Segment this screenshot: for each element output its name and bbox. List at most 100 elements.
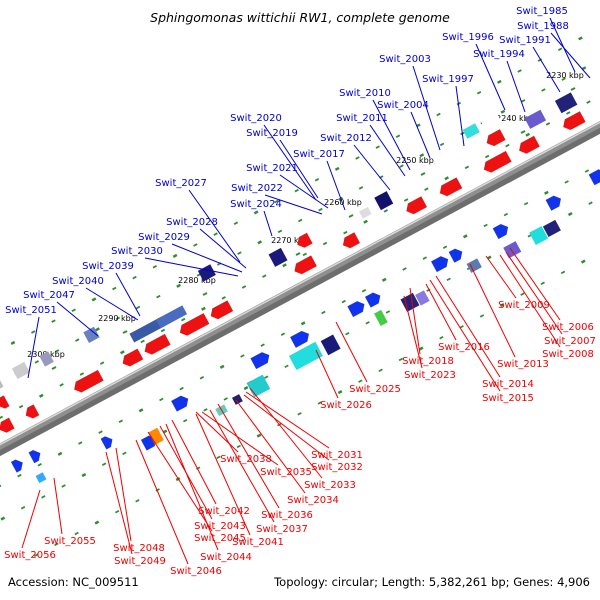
forward-gene-box bbox=[231, 394, 243, 405]
reverse-leader-line bbox=[505, 251, 563, 335]
tick-mark bbox=[402, 267, 407, 271]
genome-info-text: Topology: circular; Length: 5,382,261 bp… bbox=[273, 575, 590, 589]
forward-gene-label: Swit_2020 bbox=[230, 113, 282, 124]
tick-mark bbox=[564, 180, 569, 184]
tick-mark bbox=[0, 516, 6, 521]
forward-gene-box bbox=[503, 241, 522, 259]
reverse-leader-line bbox=[409, 287, 421, 355]
reverse-leader-line bbox=[195, 411, 239, 453]
reverse-gene-arrow bbox=[518, 135, 541, 154]
tick-mark bbox=[294, 188, 299, 193]
reverse-gene-box bbox=[197, 264, 216, 282]
forward-gene-box bbox=[529, 226, 549, 246]
forward-leader-line bbox=[326, 160, 346, 211]
reverse-gene-label: Swit_2023 bbox=[404, 370, 456, 381]
forward-leader-line bbox=[27, 316, 40, 379]
tick-mark bbox=[520, 130, 526, 134]
reverse-gene-label: Swit_2025 bbox=[349, 384, 401, 395]
tick-mark bbox=[10, 340, 16, 345]
tick-mark bbox=[260, 343, 265, 347]
tick-marks bbox=[0, 36, 593, 557]
tick-mark bbox=[179, 386, 184, 391]
tick-mark bbox=[152, 265, 158, 269]
forward-leader-line bbox=[532, 46, 561, 93]
tick-mark bbox=[520, 292, 525, 296]
reverse-gene-label: Swit_2043 bbox=[194, 521, 246, 532]
tick-mark bbox=[560, 270, 566, 275]
kbp-label: 2250 kbp bbox=[396, 156, 434, 165]
forward-leader-line bbox=[369, 124, 406, 177]
reverse-gene-arrow bbox=[439, 177, 463, 197]
forward-leader-line bbox=[264, 194, 323, 215]
forward-gene-label: Swit_1988 bbox=[517, 21, 569, 32]
tick-mark bbox=[172, 253, 178, 258]
forward-gene-arrow bbox=[347, 300, 365, 318]
reverse-gene-label: Swit_2031 bbox=[311, 450, 363, 461]
forward-gene-label: Swit_1994 bbox=[473, 49, 525, 60]
tick-mark bbox=[444, 176, 449, 181]
kbp-scale-labels: 2230 kbp 2240 kbp 2250 kbp 2260 kbp 2270 kbp… bbox=[27, 71, 584, 359]
reverse-gene-box bbox=[462, 123, 480, 139]
reverse-leader-line bbox=[509, 247, 561, 321]
forward-gene-label: Swit_2028 bbox=[166, 217, 218, 228]
tick-mark bbox=[363, 219, 368, 224]
tick-mark bbox=[135, 499, 140, 503]
reverse-leader-line bbox=[315, 349, 339, 399]
tick-mark bbox=[334, 166, 340, 171]
tick-mark bbox=[51, 366, 57, 370]
reverse-leader-line bbox=[469, 263, 516, 358]
forward-gene-label: Swit_2030 bbox=[111, 246, 163, 257]
tick-mark bbox=[298, 218, 303, 223]
reverse-gene-label: Swit_2016 bbox=[438, 342, 490, 353]
reverse-gene-label: Swit_2032 bbox=[311, 462, 363, 473]
tick-mark bbox=[378, 368, 383, 373]
tick-mark bbox=[355, 156, 360, 160]
forward-leader-line bbox=[263, 210, 273, 237]
forward-gene-arrow bbox=[448, 248, 463, 263]
tick-mark bbox=[297, 412, 302, 416]
tick-mark bbox=[241, 285, 247, 289]
reverse-leader-line bbox=[499, 254, 561, 348]
tick-mark bbox=[586, 100, 591, 104]
reverse-gene-box bbox=[155, 305, 188, 329]
tick-mark bbox=[216, 455, 221, 460]
tick-mark bbox=[567, 212, 573, 217]
reverse-gene-label: Swit_2056 bbox=[4, 550, 56, 561]
tick-mark bbox=[442, 245, 448, 249]
tick-mark bbox=[476, 91, 482, 95]
tick-mark bbox=[156, 294, 161, 299]
reverse-gene-label: Swit_2038 bbox=[220, 454, 272, 465]
reverse-gene-arrow bbox=[210, 300, 234, 320]
reverse-gene-box bbox=[0, 380, 4, 389]
forward-gene-label: Swit_2003 bbox=[379, 54, 431, 65]
forward-leader-line bbox=[171, 243, 243, 273]
forward-gene-arrow bbox=[545, 195, 562, 211]
gene-labels: Swit_1985 Swit_1988 Swit_1991 Swit_1994 Swit… bbox=[4, 6, 596, 577]
reverse-gene-arrow bbox=[122, 348, 144, 367]
tick-mark bbox=[439, 142, 445, 147]
forward-leader-line bbox=[115, 272, 141, 317]
tick-mark bbox=[418, 346, 424, 351]
tick-mark bbox=[213, 232, 218, 236]
tick-mark bbox=[358, 186, 364, 190]
forward-gene-label: Swit_1997 bbox=[422, 74, 474, 85]
tick-mark bbox=[398, 357, 404, 362]
tick-mark bbox=[203, 408, 208, 412]
tick-mark bbox=[383, 209, 389, 213]
kbp-label: 2240 kbp bbox=[496, 114, 534, 123]
tick-mark bbox=[517, 69, 522, 73]
tick-mark bbox=[199, 375, 205, 380]
tick-mark bbox=[544, 190, 549, 195]
tick-mark bbox=[345, 331, 350, 336]
reverse-gene-label: Swit_2006 bbox=[542, 322, 594, 333]
tick-mark bbox=[31, 330, 36, 334]
reverse-leader-line bbox=[429, 279, 501, 392]
tick-mark bbox=[159, 397, 164, 402]
tick-mark bbox=[54, 349, 60, 353]
gene-features bbox=[0, 92, 600, 484]
tick-mark bbox=[101, 462, 107, 466]
reverse-leader-line bbox=[147, 431, 213, 532]
tick-mark bbox=[114, 509, 120, 514]
forward-gene-box bbox=[542, 219, 561, 238]
forward-gene-label: Swit_1996 bbox=[442, 32, 494, 43]
